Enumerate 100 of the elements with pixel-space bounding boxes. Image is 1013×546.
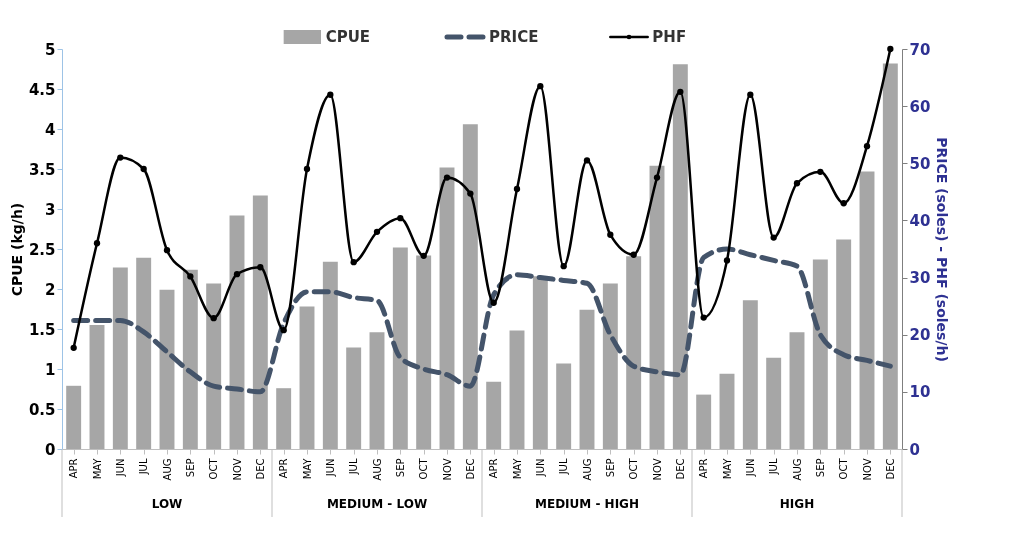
x-tick-label: SEP (184, 458, 196, 478)
point (630, 251, 637, 258)
point (187, 273, 194, 280)
bar (812, 259, 828, 449)
point (350, 258, 357, 266)
point (117, 154, 124, 161)
point (537, 82, 544, 90)
x-tick-label: AUG (791, 458, 803, 481)
y2-tick-label: 40 (909, 211, 931, 230)
y-tick-label: 0.5 (28, 400, 56, 419)
y2-tick-label: 30 (909, 269, 931, 288)
bar (672, 64, 688, 449)
x-tick-label: AUG (161, 458, 173, 481)
point (467, 190, 474, 197)
y2-tick-label: 0 (909, 440, 920, 459)
bar (439, 167, 455, 449)
x-tick-label: MAY (721, 457, 733, 480)
bar (206, 283, 222, 449)
text: LOW (151, 497, 183, 511)
point (420, 252, 427, 260)
y2-tick-label: 10 (909, 383, 931, 402)
point (840, 200, 847, 207)
y-tick-label: 2.5 (28, 240, 56, 259)
point (257, 264, 264, 271)
point (793, 180, 801, 187)
text: MEDIUM - HIGH (535, 497, 639, 511)
x-tick-label: DEC (254, 458, 266, 480)
point (817, 168, 824, 176)
x-tick-label: JUN (324, 458, 336, 478)
x-tick-label: NOV (441, 458, 453, 481)
x-tick-label: MAY (511, 457, 523, 480)
x-tick-label: APR (278, 458, 290, 479)
point (233, 270, 241, 278)
y-tick-label: 4.5 (28, 80, 56, 99)
y-tick-label: 3.5 (28, 160, 56, 179)
point (700, 314, 707, 321)
bar (392, 247, 408, 449)
bar (882, 63, 898, 449)
bar (509, 330, 525, 449)
x-tick-label: AUG (581, 458, 593, 481)
x-tick-label: APR (68, 458, 80, 479)
bar (66, 385, 82, 449)
bar (322, 261, 338, 449)
point (397, 214, 404, 222)
bar (532, 276, 548, 449)
point (677, 88, 684, 96)
y2-tick-label: 20 (909, 326, 931, 345)
bar (602, 283, 618, 449)
bar (299, 306, 315, 449)
point (653, 174, 661, 181)
legend-label: CPUE (325, 28, 371, 46)
y-tick-label: 1 (45, 360, 56, 379)
bar (579, 309, 595, 449)
bar (626, 256, 642, 449)
point (280, 326, 287, 334)
text: MEDIUM - LOW (326, 497, 428, 511)
y2-tick-label: 50 (909, 154, 931, 173)
bar (89, 325, 105, 449)
bar (742, 300, 758, 449)
x-tick-label: OCT (838, 457, 850, 480)
x-tick-label: OCT (208, 457, 220, 480)
x-tick-label: OCT (628, 457, 640, 480)
point (747, 91, 754, 98)
bar (136, 257, 152, 449)
x-tick-label: JUL (768, 458, 780, 476)
y-tick-label: 5 (45, 40, 56, 59)
y-tick-label: 4 (45, 120, 56, 139)
point (490, 299, 497, 306)
bar (112, 267, 128, 449)
point (373, 228, 381, 236)
legend-label: PHF (652, 28, 687, 46)
x-tick-label: MAY (301, 457, 313, 480)
x-tick-label: OCT (418, 457, 430, 480)
bar (556, 363, 572, 449)
x-tick-label: DEC (674, 458, 686, 480)
point (723, 257, 731, 264)
y-tick-label: 2 (45, 280, 56, 299)
x-tick-label: JUN (534, 458, 546, 478)
point (93, 240, 101, 247)
bar (462, 124, 478, 449)
y-tick-label: 0 (45, 440, 56, 459)
bar (766, 357, 782, 449)
text: HIGH (779, 497, 815, 511)
bar (276, 388, 292, 449)
x-tick-label: NOV (651, 458, 663, 481)
x-tick-label: JUL (558, 458, 570, 476)
y-tick-label: 3 (45, 200, 56, 219)
bar (836, 239, 852, 449)
bar (159, 289, 175, 449)
x-tick-label: NOV (231, 458, 243, 481)
bar (229, 215, 245, 449)
point (303, 165, 311, 173)
point (607, 231, 614, 238)
x-tick-label: APR (488, 458, 500, 479)
legend-label: PRICE (489, 28, 539, 46)
point (863, 142, 871, 150)
y2-tick-label: 60 (909, 97, 931, 116)
point (583, 157, 591, 164)
bar (696, 394, 712, 449)
bar (369, 332, 385, 449)
